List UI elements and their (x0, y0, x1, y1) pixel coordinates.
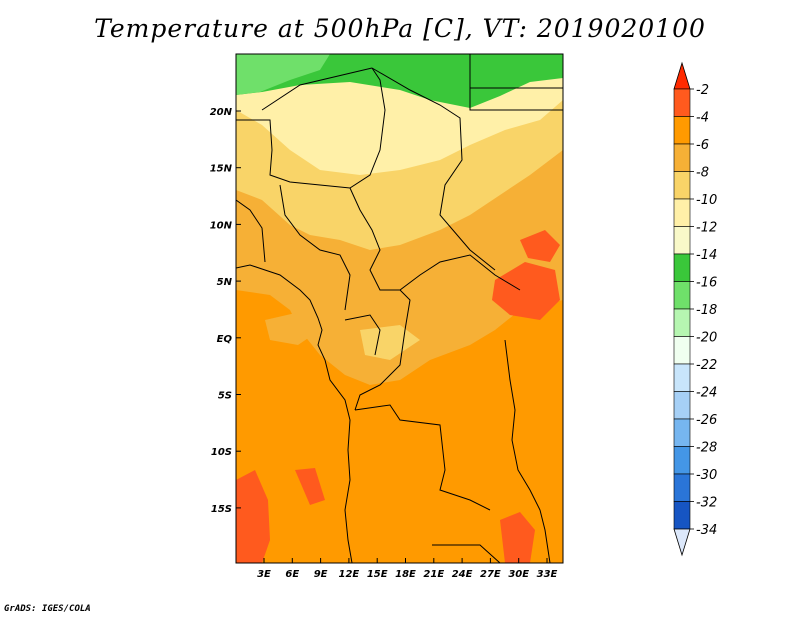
lon-tick-label: 33E (537, 569, 558, 580)
border-gabon (344, 314, 381, 356)
field-minus4-ne (520, 230, 560, 262)
colorbar-segment (673, 473, 691, 502)
lat-tick-label: 5S (218, 391, 232, 402)
border-nigeria (279, 184, 351, 311)
colorbar-label: -30 (696, 468, 717, 483)
longitude-axis: 3E 6E 9E 12E 15E 18E 21E 24E 27E 30E 33E (257, 558, 558, 580)
colorbar-segment (673, 198, 691, 227)
colorbar-segment (673, 446, 691, 475)
colorbar-label: -28 (696, 441, 717, 456)
colorbar-segment (673, 116, 691, 145)
lon-tick-label: 24E (452, 569, 473, 580)
colorbar-label: -8 (696, 166, 709, 181)
border-south (432, 544, 501, 563)
colorbar-label: -22 (696, 358, 717, 373)
colorbar-label: -4 (696, 111, 709, 126)
border-north-b (261, 67, 373, 111)
lon-tick-label: 27E (480, 569, 501, 580)
colorbar-label: -24 (696, 386, 717, 401)
colorbar-label: -6 (696, 138, 709, 153)
lat-tick-label: 10N (210, 220, 233, 231)
field-minus4-east (492, 262, 560, 320)
colorbar-segment (673, 336, 691, 365)
border-northeast (469, 54, 563, 111)
temperature-field (236, 54, 563, 563)
lat-tick-label: EQ (217, 334, 233, 345)
border-congo (354, 289, 411, 411)
colorbar-segment (673, 308, 691, 337)
chart-title: Temperature at 500hPa [C], VT: 201902010… (94, 14, 706, 43)
colorbar-label: -10 (696, 193, 717, 208)
coastline-west (236, 264, 353, 563)
field-minus16 (236, 54, 330, 95)
lat-tick-label: 5N (217, 277, 233, 288)
colorbar-segment (673, 226, 691, 255)
colorbar-label: -12 (696, 221, 717, 236)
colorbar-label: -32 (696, 496, 717, 511)
lake-shore (504, 339, 551, 563)
field-minus10-patch (360, 325, 420, 360)
border-west-b (236, 199, 266, 263)
colorbar-top-arrow (673, 61, 691, 90)
border-central-a (349, 187, 521, 291)
border-north-c (371, 67, 496, 271)
border-angola (354, 404, 491, 511)
plot-frame (235, 53, 564, 564)
colorbar-segment (673, 418, 691, 447)
colorbar-label: -34 (696, 523, 717, 538)
lat-tick-label: 20N (210, 107, 233, 118)
colorbar-segment (673, 171, 691, 200)
borders (236, 54, 563, 563)
colorbar-segment (673, 501, 691, 530)
colorbar-segment (673, 143, 691, 172)
lat-tick-label: 10S (211, 447, 232, 458)
field-minus4-patch (295, 468, 325, 505)
colorbar-label: -16 (696, 276, 717, 291)
colorbar-label: -2 (696, 83, 709, 98)
lon-tick-label: 18E (395, 569, 416, 580)
colorbar-segment (673, 391, 691, 420)
colorbar-label: -14 (696, 248, 717, 263)
latitude-axis: 20N 15N 10N 5N EQ 5S 10S 15S (210, 107, 241, 515)
lon-tick-label: 15E (367, 569, 388, 580)
footer-credit: GrADS: IGES/COLA (4, 604, 91, 614)
colorbar: -2 -4 -6 -8 -10 -12 -14 -16 -18 -20 -22 -24 -26 -28 -3… (673, 61, 717, 557)
colorbar-label: -18 (696, 303, 717, 318)
lon-tick-label: 12E (339, 569, 360, 580)
field-minus8-patch (265, 312, 320, 345)
colorbar-segment (673, 253, 691, 282)
field-minus4-se (500, 512, 535, 563)
lon-tick-label: 21E (423, 569, 444, 580)
lon-tick-label: 30E (508, 569, 529, 580)
field-minus4-sw (236, 470, 270, 563)
colorbar-segment (673, 88, 691, 117)
colorbar-label: -20 (696, 331, 717, 346)
colorbar-bottom-arrow (673, 528, 691, 557)
colorbar-segment (673, 363, 691, 392)
colorbar-label: -26 (696, 413, 717, 428)
border-north-a (236, 67, 386, 189)
lon-tick-label: 9E (314, 569, 328, 580)
colorbar-segment (673, 281, 691, 310)
lat-tick-label: 15S (211, 504, 232, 515)
lat-tick-label: 15N (210, 164, 233, 175)
lon-tick-label: 6E (285, 569, 299, 580)
lon-tick-label: 3E (257, 569, 271, 580)
